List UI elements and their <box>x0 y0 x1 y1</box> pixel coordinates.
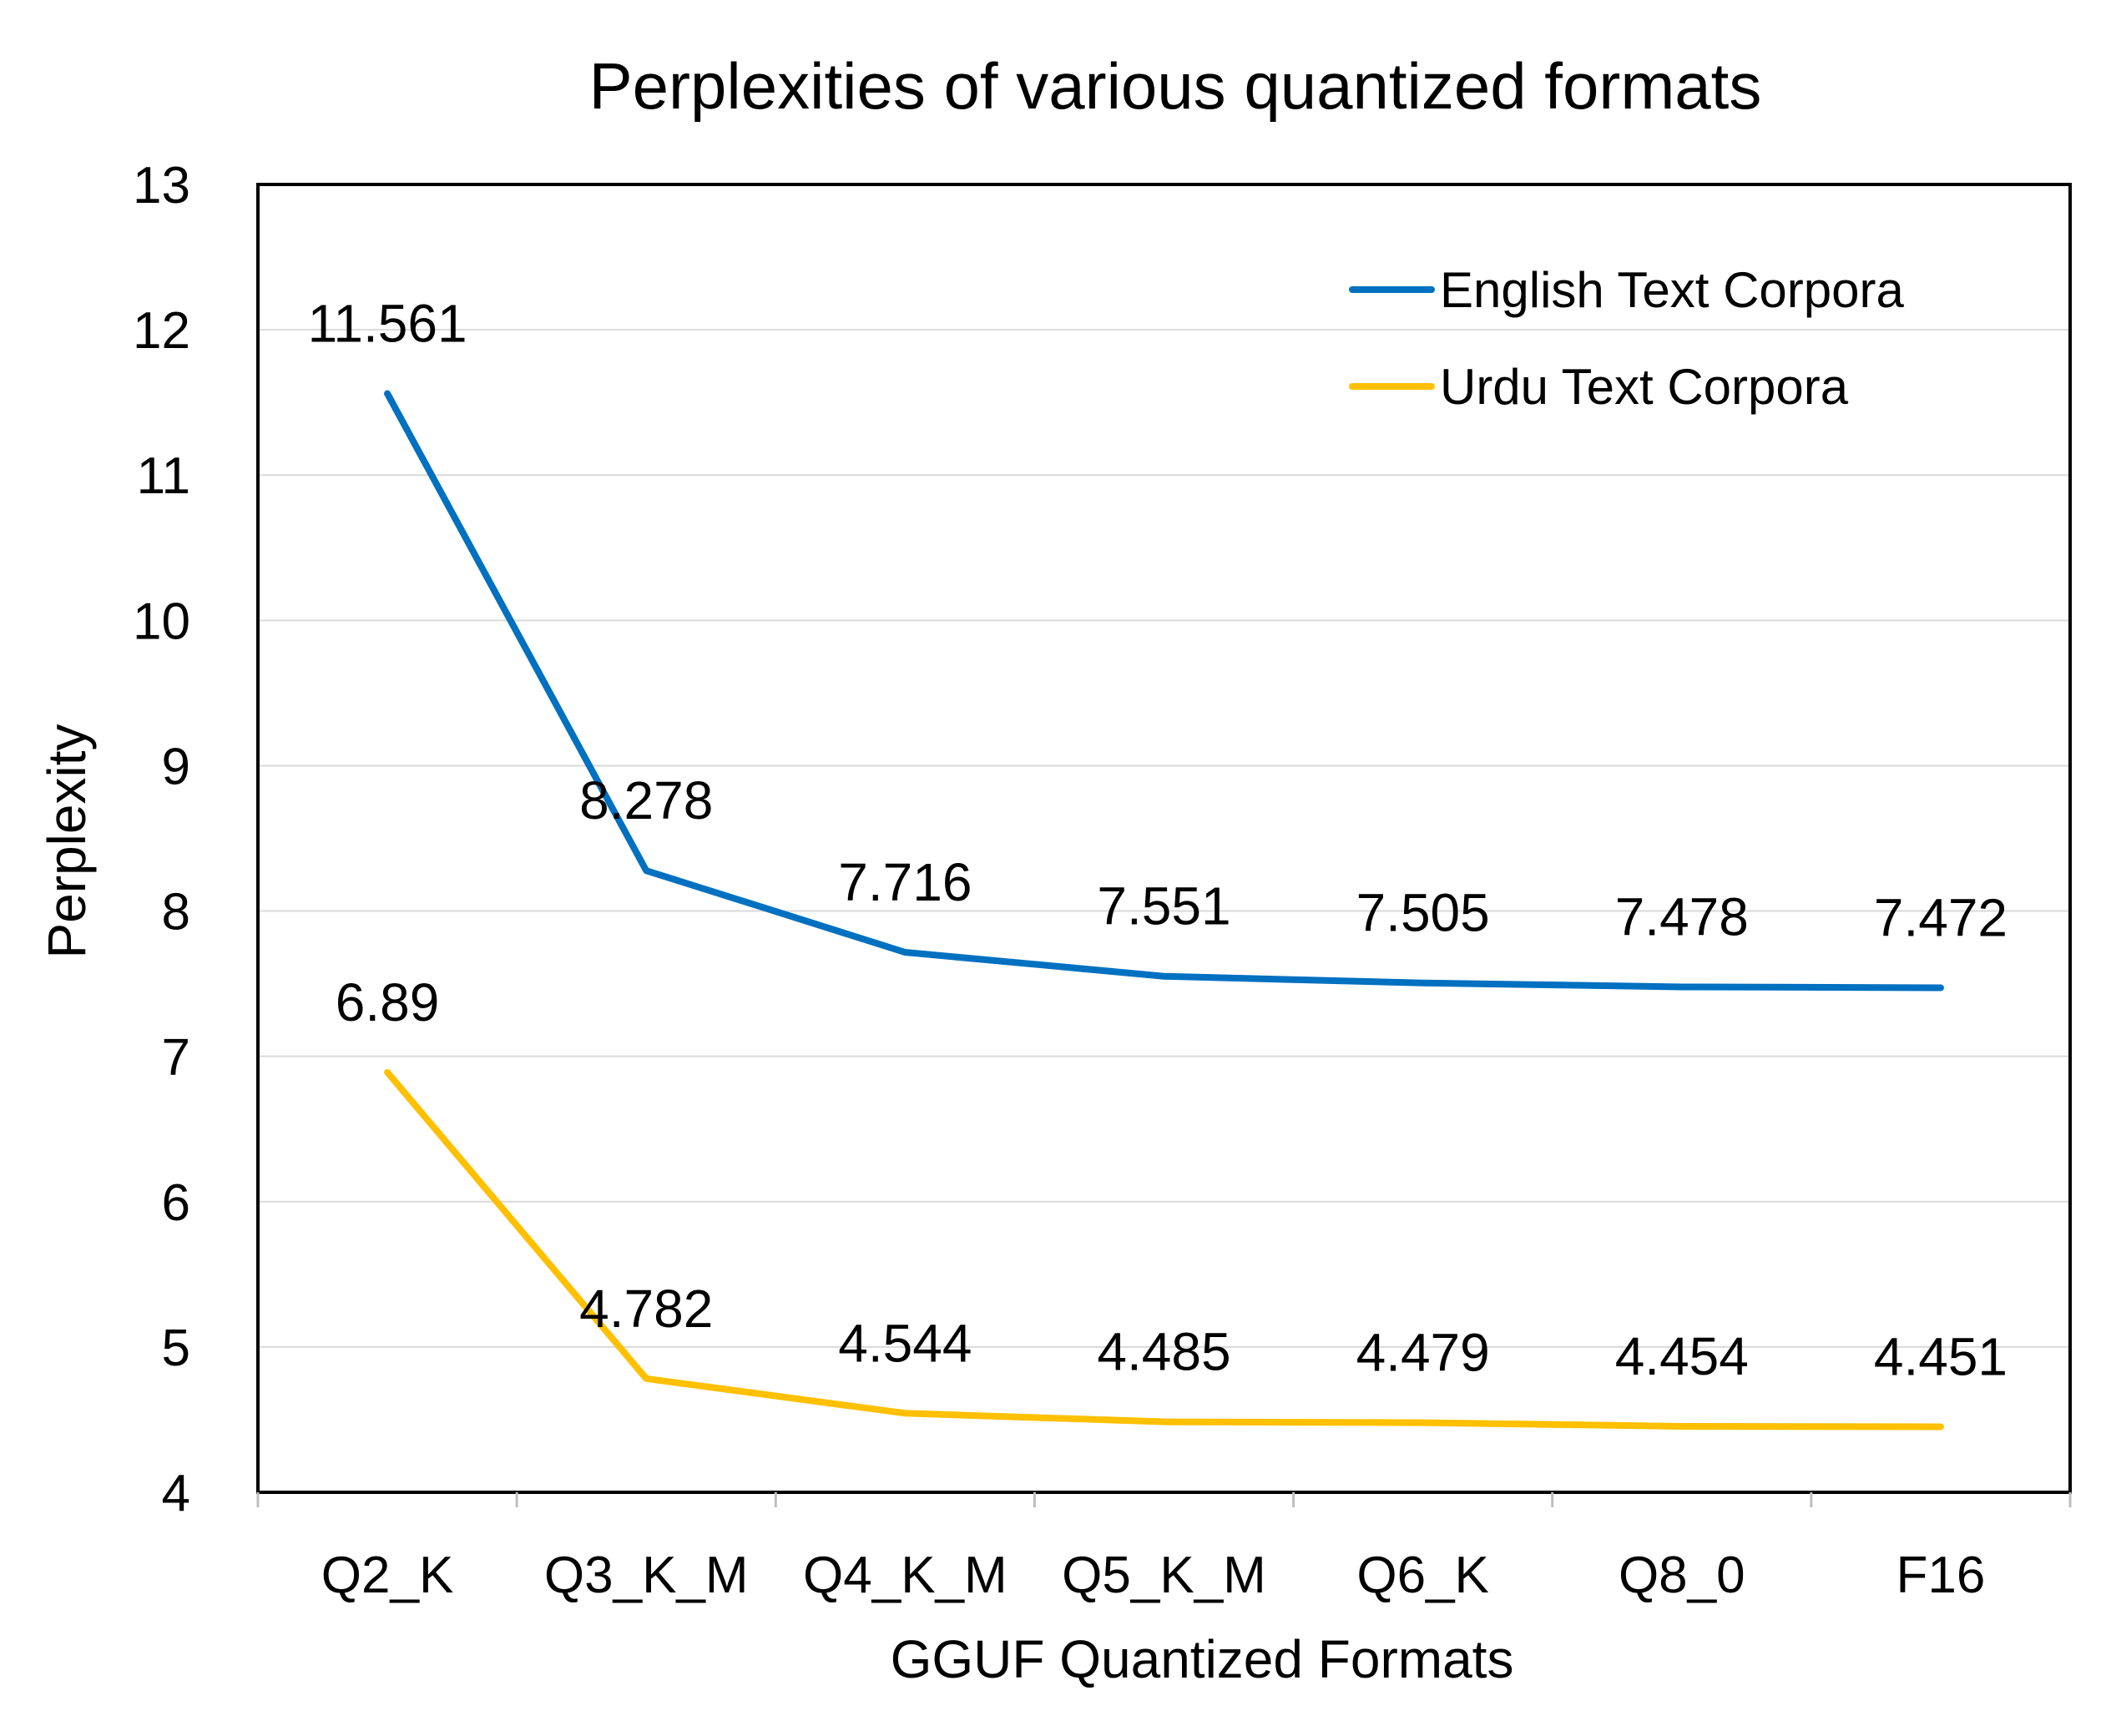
x-axis-label: GGUF Quantized Formats <box>891 1629 1514 1689</box>
x-tick-label-f16: F16 <box>1896 1547 1986 1604</box>
y-tick-label-9: 9 <box>162 738 190 795</box>
y-tick-label-12: 12 <box>133 302 190 360</box>
y-tick-label-13: 13 <box>133 157 190 214</box>
x-axis-tick-labels: Q2_K Q3_K_M Q4_K_M Q5_K_M Q6_K Q8_0 F16 <box>321 1547 1986 1604</box>
y-tick-label-7: 7 <box>162 1029 190 1087</box>
data-label-urdu-5: 4.454 <box>1615 1326 1749 1386</box>
x-tick-label-q2-k: Q2_K <box>321 1547 454 1604</box>
plot-area-border <box>256 183 2072 1494</box>
y-tick-label-8: 8 <box>162 884 190 941</box>
y-axis-tick-labels: 4 5 6 7 8 9 10 11 12 13 <box>133 157 190 1522</box>
x-tick-label-q3-k-m: Q3_K_M <box>544 1547 749 1604</box>
x-axis-ticks <box>256 1492 2072 1507</box>
y-tick-label-11: 11 <box>137 447 190 505</box>
data-label-urdu-6: 4.451 <box>1874 1326 2008 1386</box>
gridlines <box>258 329 2070 1348</box>
data-label-english-3: 7.551 <box>1097 876 1230 936</box>
data-label-urdu-3: 4.485 <box>1097 1322 1230 1382</box>
x-tick-label-q4-k-m: Q4_K_M <box>803 1547 1008 1604</box>
series-line-urdu <box>384 1068 1944 1431</box>
y-tick-label-5: 5 <box>162 1320 190 1377</box>
y-tick-label-4: 4 <box>162 1465 190 1522</box>
legend-label-english: English Text Corpora <box>1440 262 1904 318</box>
data-label-english-5: 7.478 <box>1615 886 1749 946</box>
chart-title: Perplexities of various quantized format… <box>589 49 1762 123</box>
data-label-urdu-2: 4.544 <box>838 1313 972 1373</box>
legend: English Text Corpora Urdu Text Corpora <box>1349 262 1904 415</box>
data-label-english-1: 8.278 <box>579 770 713 830</box>
legend-label-urdu: Urdu Text Corpora <box>1440 359 1849 415</box>
data-label-english-4: 7.505 <box>1356 883 1490 943</box>
x-tick-label-q8-0: Q8_0 <box>1619 1547 1745 1604</box>
series-lines <box>384 390 1944 1431</box>
x-tick-label-q5-k-m: Q5_K_M <box>1062 1547 1266 1604</box>
data-label-english-0: 11.561 <box>308 294 467 354</box>
data-label-urdu-0: 6.89 <box>336 972 440 1032</box>
data-labels: 11.561 8.278 7.716 7.551 7.505 7.478 7.472 6.89… <box>308 294 2008 1387</box>
data-label-urdu-1: 4.782 <box>579 1279 713 1339</box>
series-line-english <box>384 390 1944 992</box>
y-axis-label: Perplexity <box>37 724 97 959</box>
x-tick-label-q6-k: Q6_K <box>1356 1547 1489 1604</box>
data-label-english-6: 7.472 <box>1874 887 2008 947</box>
data-label-urdu-4: 4.479 <box>1356 1323 1490 1383</box>
data-label-english-2: 7.716 <box>838 852 972 912</box>
y-tick-label-6: 6 <box>162 1174 190 1232</box>
y-tick-label-10: 10 <box>133 593 190 650</box>
